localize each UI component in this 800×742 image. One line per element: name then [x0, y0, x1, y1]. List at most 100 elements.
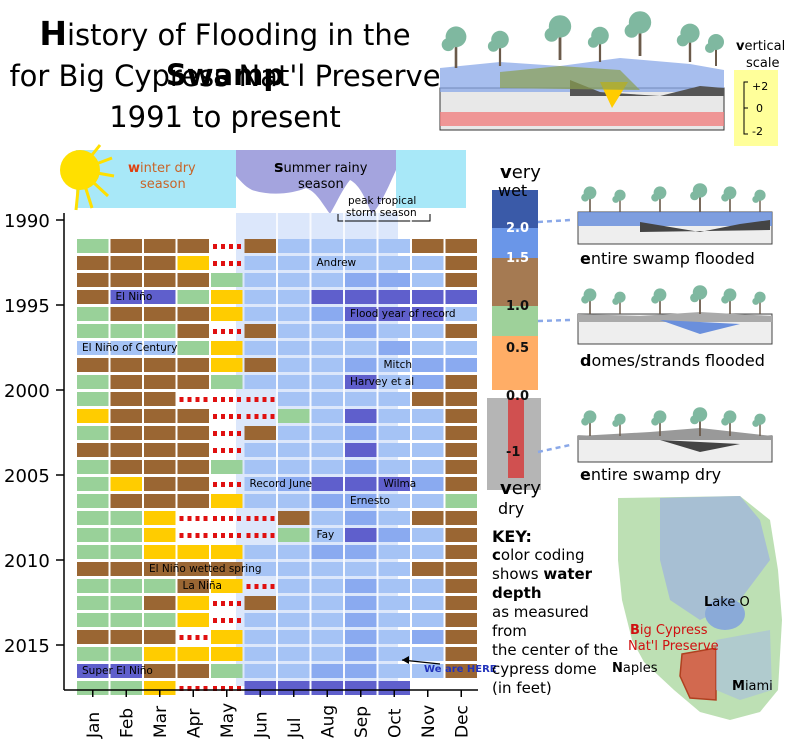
- heatmap-cell-mark: [229, 601, 233, 606]
- heatmap-cell: [278, 392, 310, 406]
- heatmap-cell: [177, 358, 209, 372]
- heatmap-cell-mark: [254, 584, 259, 589]
- heatmap-cell-mark: [221, 329, 225, 334]
- tree-icon: [690, 407, 708, 436]
- heatmap-cell: [278, 358, 310, 372]
- heatmap-cell: [345, 681, 377, 695]
- heatmap-cell: [378, 681, 410, 695]
- heatmap-cell-mark: [262, 414, 267, 419]
- y-ticks: 1990 1995 2000 2005 2010 2015: [4, 211, 64, 657]
- heatmap-cell: [378, 630, 410, 644]
- tree-icon: [705, 34, 724, 66]
- heatmap-cell: [412, 630, 444, 644]
- depth-level-label: 1.5: [506, 251, 529, 266]
- depth-level-labels: 2.0 1.5 1.0 0.5 0.0 -1: [506, 221, 529, 460]
- heatmap-cell: [77, 324, 109, 338]
- annotation-label: El Niño of Century: [82, 342, 177, 354]
- heatmap-cell: [378, 647, 410, 661]
- heatmap-cell: [177, 239, 209, 253]
- legend-very-wet: [492, 190, 538, 228]
- heatmap-cell-mark: [246, 397, 251, 402]
- heatmap-cell: [211, 562, 243, 576]
- heatmap-cell: [110, 630, 142, 644]
- heatmap-cell-mark: [221, 244, 225, 249]
- heatmap-cell: [144, 375, 176, 389]
- heatmap-cell: [177, 494, 209, 508]
- heatmap-cell: [412, 528, 444, 542]
- title-line3: 1991 to present: [109, 100, 341, 134]
- heatmap-cell: [278, 579, 310, 593]
- heatmap-cell: [244, 290, 276, 304]
- heatmap-cell: [345, 664, 377, 678]
- legend-wet: [492, 228, 538, 258]
- heatmap-cell-mark: [213, 482, 217, 487]
- heatmap-cell: [110, 613, 142, 627]
- heatmap-cell: [144, 579, 176, 593]
- heatmap-cell: [311, 545, 343, 559]
- heatmap-cell-mark: [237, 516, 241, 521]
- heatmap-cell: [278, 596, 310, 610]
- heatmap-cell-mark: [213, 448, 217, 453]
- heatmap-cell: [77, 647, 109, 661]
- heatmap-cell: [412, 664, 444, 678]
- heatmap-cell: [110, 460, 142, 474]
- tree-icon: [441, 26, 467, 68]
- heatmap-cell: [278, 426, 310, 440]
- heatmap-cell-mark: [254, 414, 259, 419]
- legend-key: KEY: color coding shows water depth as m…: [492, 527, 622, 698]
- heatmap-cell-mark: [221, 261, 225, 266]
- heatmap-cell: [177, 341, 209, 355]
- heatmap-cell: [110, 409, 142, 423]
- heatmap-cell: [144, 307, 176, 321]
- x-tick-label: Mar: [151, 706, 171, 738]
- heatmap-cell-mark: [179, 635, 184, 640]
- heatmap-cell-mark: [221, 601, 225, 606]
- heatmap-cell: [77, 477, 109, 491]
- heatmap-cell: [177, 460, 209, 474]
- very-wet-label-1: very: [500, 162, 541, 183]
- tree-icon: [651, 288, 667, 314]
- heatmap-cell: [345, 341, 377, 355]
- heatmap-cell: [278, 630, 310, 644]
- heatmap-cell: [211, 630, 243, 644]
- heatmap-cell-mark: [229, 618, 233, 623]
- tree-icon: [581, 288, 597, 314]
- heatmap-cell-mark: [187, 686, 192, 691]
- heatmap-cell: [144, 664, 176, 678]
- peak-bracket: [337, 214, 431, 222]
- heatmap-cell-mark: [270, 584, 275, 589]
- heatmap-cell: [445, 647, 477, 661]
- heatmap-cell: [77, 426, 109, 440]
- heatmap-cell: [110, 545, 142, 559]
- heatmap-cell: [311, 341, 343, 355]
- heatmap-cell: [77, 630, 109, 644]
- heatmap-cell: [144, 562, 176, 576]
- heatmap-cell: [345, 511, 377, 525]
- heatmap-cell: [311, 358, 343, 372]
- heatmap-cell: [144, 630, 176, 644]
- heatmap-cell: [77, 443, 109, 457]
- heatmap-cell: [412, 375, 444, 389]
- heatmap-cell: [244, 443, 276, 457]
- heatmap-cell: [278, 545, 310, 559]
- heatmap-cell-mark: [237, 397, 241, 402]
- heatmap-cell: [412, 613, 444, 627]
- tree-icon: [651, 186, 667, 212]
- heatmap-cell: [445, 562, 477, 576]
- heatmap-cell: [244, 273, 276, 287]
- heatmap-cell-mark: [237, 618, 241, 623]
- tree-icon: [612, 413, 626, 436]
- scenario-label-1: entire swamp flooded: [580, 249, 755, 268]
- y-tick-label: 2010: [4, 551, 50, 572]
- heatmap-cell: [445, 528, 477, 542]
- summer-label-1: summer rainy: [274, 157, 368, 176]
- tree-icon: [752, 291, 766, 314]
- swamp-cross-section: [439, 58, 725, 131]
- heatmap-cell: [278, 494, 310, 508]
- heatmap-cell: [345, 307, 377, 321]
- annotation-label: Fay: [317, 529, 335, 541]
- heatmap-cell: [211, 273, 243, 287]
- heatmap-cell-mark: [179, 533, 184, 538]
- heatmap-cell-mark: [179, 516, 184, 521]
- heatmap-cell: [345, 460, 377, 474]
